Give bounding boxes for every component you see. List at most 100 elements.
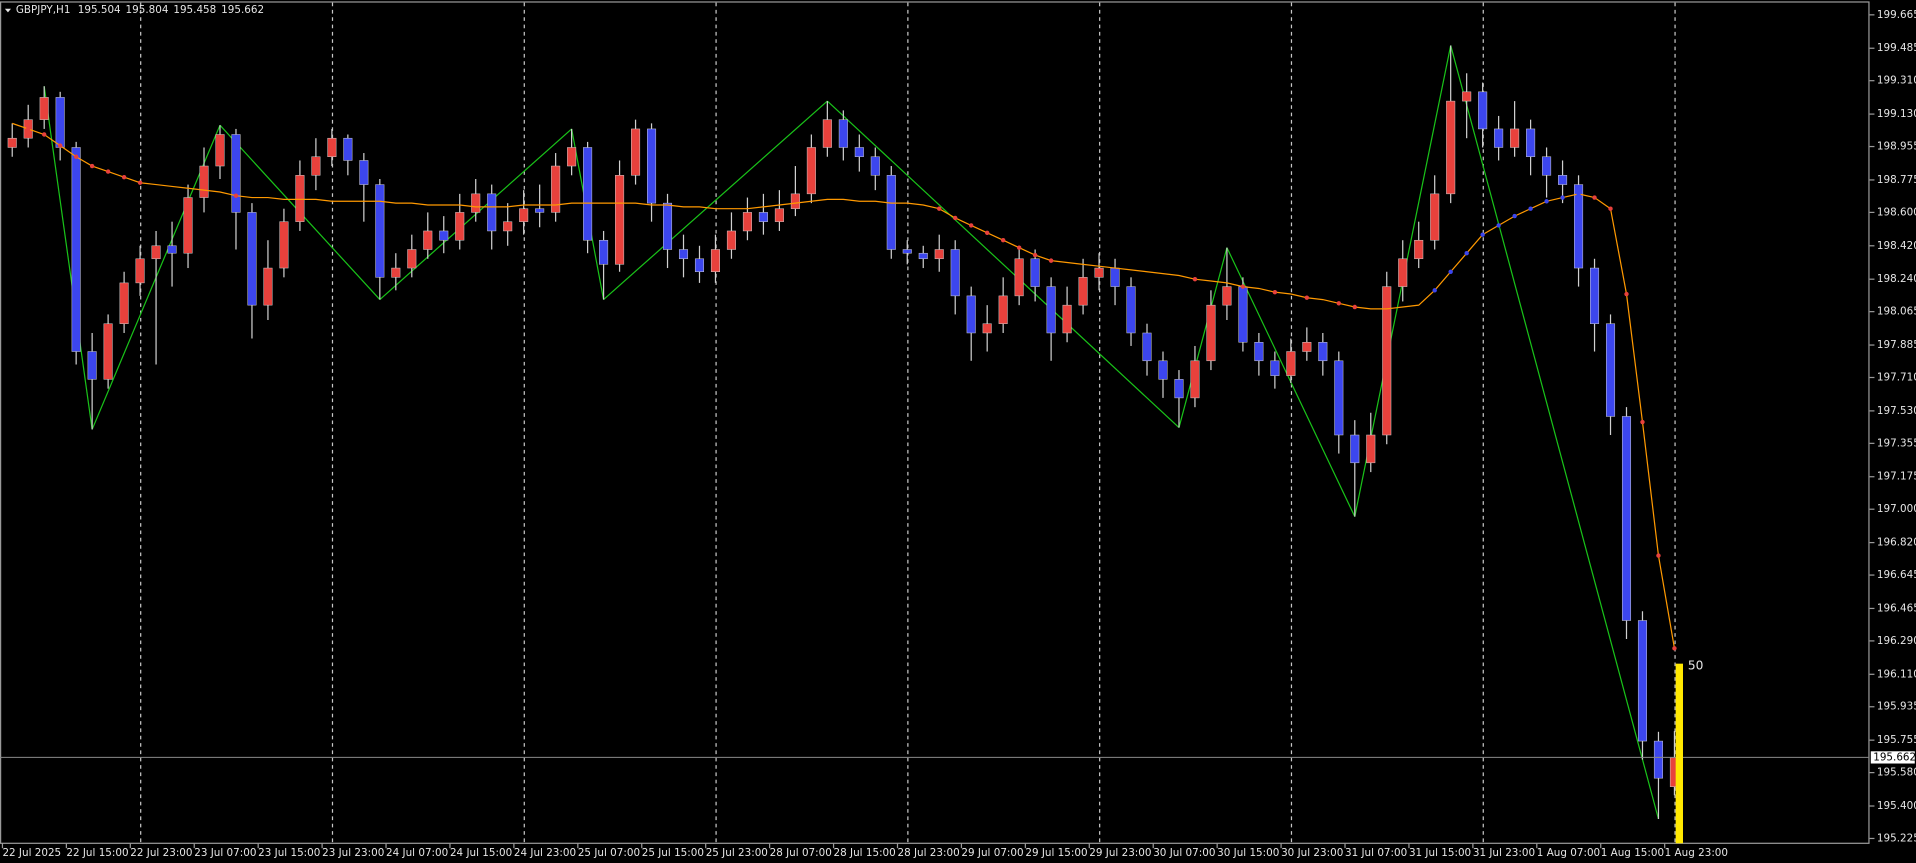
candle-body xyxy=(375,184,385,278)
candle-body xyxy=(311,156,321,176)
candle-body xyxy=(1142,332,1152,362)
y-tick-label: 198.955 xyxy=(1877,141,1916,153)
ma-direction-dot xyxy=(968,223,974,228)
ma-direction-dot xyxy=(937,206,942,211)
candle-body xyxy=(1510,128,1520,148)
candle-body xyxy=(455,212,465,241)
candle-body xyxy=(982,323,992,334)
x-tick-label: 1 Aug 15:00 xyxy=(1601,847,1664,859)
y-tick-label: 197.000 xyxy=(1877,503,1916,515)
candle-body xyxy=(1574,184,1584,269)
candle-body xyxy=(599,239,609,265)
candle-body xyxy=(151,245,161,260)
candle-body xyxy=(886,175,896,250)
ma-direction-dot xyxy=(1016,245,1022,250)
candle-body xyxy=(1494,128,1504,148)
candle-body xyxy=(279,221,289,269)
ma-direction-dot xyxy=(1464,251,1469,256)
x-tick-label: 1 Aug 23:00 xyxy=(1665,847,1728,859)
y-tick-label: 199.485 xyxy=(1877,42,1916,54)
candle-body xyxy=(854,147,864,157)
y-tick-label: 197.175 xyxy=(1877,471,1916,483)
candle-body xyxy=(103,323,113,380)
ma-direction-dot xyxy=(1528,206,1533,211)
candle-body xyxy=(519,208,529,222)
x-tick-label: 24 Jul 07:00 xyxy=(386,847,448,859)
candle-body xyxy=(263,267,273,306)
x-tick-label: 31 Jul 23:00 xyxy=(1473,847,1535,859)
candle-body xyxy=(1286,351,1296,376)
y-tick-label: 195.400 xyxy=(1877,800,1916,812)
candle-body xyxy=(822,119,832,148)
x-tick-label: 28 Jul 07:00 xyxy=(770,847,832,859)
x-tick-label: 22 Jul 2025 xyxy=(2,847,61,859)
ma-direction-dot xyxy=(1432,288,1437,293)
ma-direction-dot xyxy=(89,163,95,169)
zigzag-segment xyxy=(1178,247,1228,428)
candle-body xyxy=(391,267,401,278)
candle-body xyxy=(1110,267,1120,287)
candle-body xyxy=(567,147,577,167)
ma-direction-dot xyxy=(1624,291,1629,297)
zigzag-segment xyxy=(43,86,93,430)
candle-body xyxy=(1398,258,1408,287)
ma-direction-dot xyxy=(1592,195,1597,200)
candle-body xyxy=(1653,740,1663,779)
candle-body xyxy=(870,156,880,176)
candle-body xyxy=(615,175,625,265)
candle-body xyxy=(1605,323,1616,417)
x-tick-label: 23 Jul 23:00 xyxy=(322,847,384,859)
x-tick-label: 24 Jul 23:00 xyxy=(514,847,576,859)
x-tick-label: 22 Jul 15:00 xyxy=(66,847,128,859)
candle-body xyxy=(327,137,337,157)
y-tick-label: 199.130 xyxy=(1877,108,1916,120)
candle-body xyxy=(439,230,449,241)
ma-direction-dot xyxy=(41,132,47,137)
x-tick-label: 25 Jul 15:00 xyxy=(642,847,704,859)
y-tick-label: 196.290 xyxy=(1877,635,1916,647)
candle-body xyxy=(487,193,497,232)
candle-body xyxy=(359,160,369,185)
ma-direction-dot xyxy=(1496,223,1501,228)
candle-body xyxy=(1382,286,1392,436)
candle-body xyxy=(1270,360,1280,376)
ma-direction-dot xyxy=(233,193,239,198)
low-value: 195.458 xyxy=(173,4,216,16)
ma-direction-dot xyxy=(1272,289,1278,295)
ma-direction-dot xyxy=(57,143,63,148)
candle-body xyxy=(838,119,848,148)
y-tick-label: 198.420 xyxy=(1877,240,1916,252)
candle-body xyxy=(55,97,65,148)
candle-body xyxy=(1430,193,1440,241)
candle-body xyxy=(1350,434,1360,464)
candle-body xyxy=(1526,128,1536,157)
candle-body xyxy=(934,249,944,260)
candle-body xyxy=(950,249,960,297)
menu-arrow[interactable] xyxy=(4,8,11,13)
candle-body xyxy=(1014,258,1024,297)
candle-body xyxy=(583,147,593,241)
candle-body xyxy=(1478,91,1488,130)
x-tick-label: 23 Jul 15:00 xyxy=(258,847,320,859)
y-tick-label: 196.465 xyxy=(1877,602,1916,614)
candle-body xyxy=(631,128,641,176)
x-tick-label: 29 Jul 23:00 xyxy=(1089,847,1151,859)
candle-body xyxy=(1078,277,1088,306)
y-tick-label: 197.710 xyxy=(1877,371,1916,383)
candle-body xyxy=(119,282,129,324)
candle-body xyxy=(167,245,177,254)
y-tick-label: 199.665 xyxy=(1877,9,1916,21)
candle-body xyxy=(199,165,209,198)
candle-body xyxy=(39,97,49,120)
y-tick-label: 195.580 xyxy=(1877,767,1916,779)
ma-direction-dot xyxy=(26,126,31,132)
x-tick-label: 30 Jul 15:00 xyxy=(1217,847,1279,859)
moving-average xyxy=(12,122,1676,649)
candle-body xyxy=(1046,286,1056,334)
ma-direction-dot xyxy=(1640,419,1645,425)
candle-body xyxy=(295,175,305,222)
gauge-bar xyxy=(1675,663,1684,844)
x-tick-label: 24 Jul 15:00 xyxy=(450,847,512,859)
candle-body xyxy=(1174,379,1184,399)
